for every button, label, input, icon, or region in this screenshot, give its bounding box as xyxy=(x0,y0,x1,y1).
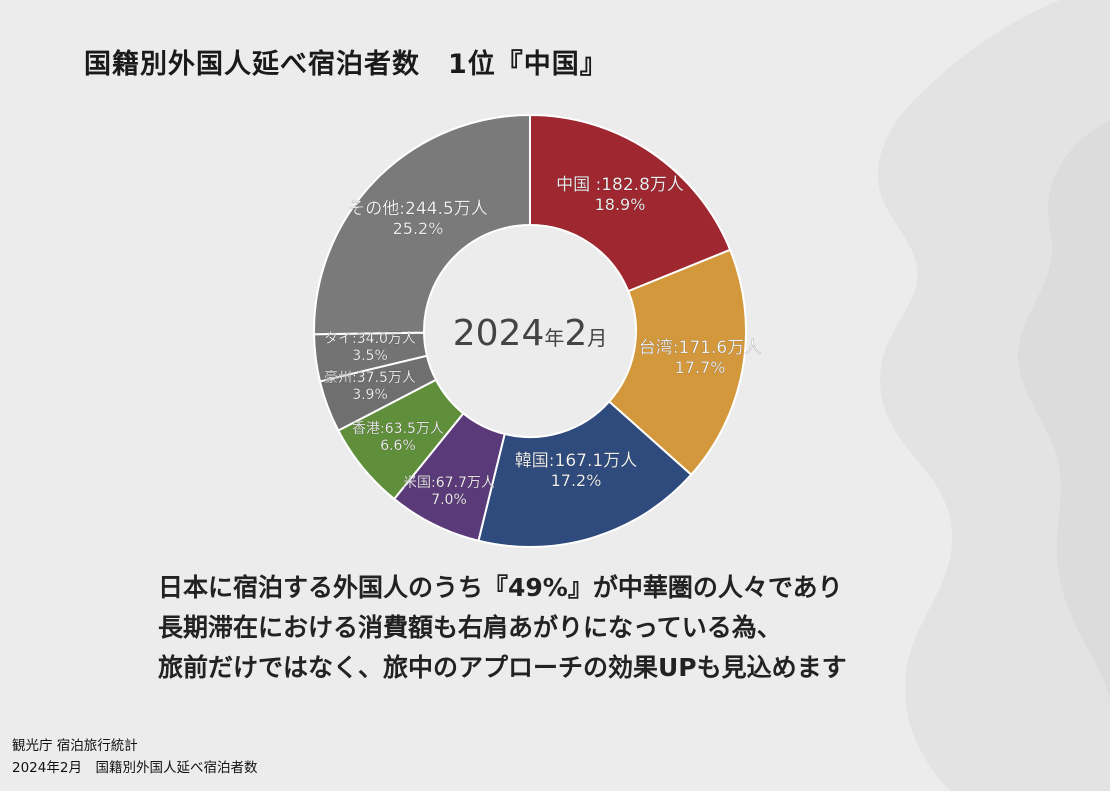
slice-label-text: その他:244.5万人 xyxy=(348,199,487,219)
slice-label-text: 豪州:37.5万人 xyxy=(324,370,416,386)
slice-label-text: 台湾:171.6万人 xyxy=(639,338,761,358)
center-date-label: 2024年2月 xyxy=(453,313,608,354)
slice-label-text: 7.0% xyxy=(431,492,467,508)
slice-label-text: 6.6% xyxy=(380,438,416,454)
slice-label-text: タイ:34.0万人 xyxy=(324,331,416,347)
slice-label-text: 米国:67.7万人 xyxy=(403,475,495,491)
source-line-1: 観光庁 宿泊旅行統計 xyxy=(12,738,138,754)
slice-label-text: 3.5% xyxy=(352,348,388,364)
slice-label-text: 韓国:167.1万人 xyxy=(515,451,637,471)
slice-label-text: 17.2% xyxy=(551,471,602,490)
body-line-1: 日本に宿泊する外国人のうち『49%』が中華圏の人々であり xyxy=(158,573,843,602)
slice-label-text: 17.7% xyxy=(675,358,726,377)
slice-label-text: 3.9% xyxy=(352,387,388,403)
slice-label-text: 25.2% xyxy=(393,219,444,238)
center-date-part: 年 xyxy=(544,326,564,350)
slice-label-text: 18.9% xyxy=(595,195,646,214)
slice-label-text: 香港:63.5万人 xyxy=(352,421,444,437)
donut-slice xyxy=(607,248,747,477)
slice-label-text: 中国 :182.8万人 xyxy=(556,175,684,195)
body-line-2: 長期滞在における消費額も右肩あがりになっている為、 xyxy=(158,613,782,642)
source-note: 観光庁 宿泊旅行統計 2024年2月 国籍別外国人延べ宿泊者数 xyxy=(12,735,257,779)
center-date-part: 2024 xyxy=(453,313,545,354)
donut-slice xyxy=(477,400,693,548)
center-date-part: 2 xyxy=(564,313,587,354)
donut-slice xyxy=(529,113,732,293)
body-text: 日本に宿泊する外国人のうち『49%』が中華圏の人々であり 長期滞在における消費額… xyxy=(158,568,847,688)
source-line-2: 2024年2月 国籍別外国人延べ宿泊者数 xyxy=(12,760,258,776)
page-title: 国籍別外国人延べ宿泊者数 1位『中国』 xyxy=(84,49,608,80)
donut-slice xyxy=(313,113,531,336)
body-line-3: 旅前だけではなく、旅中のアプローチの効果UPも見込めます xyxy=(158,653,847,682)
center-date-part: 月 xyxy=(587,326,607,350)
